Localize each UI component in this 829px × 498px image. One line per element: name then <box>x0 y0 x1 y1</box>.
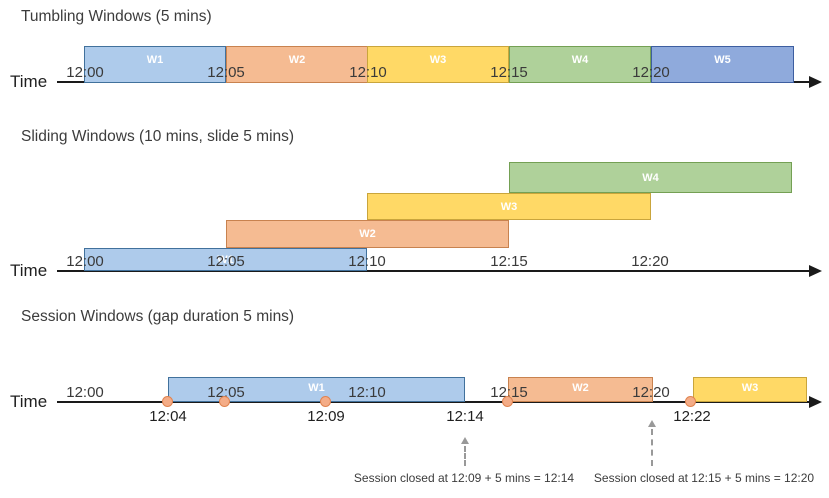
event-dot-1204 <box>162 396 173 407</box>
tumbling-tick-1215: 12:15 <box>490 64 528 81</box>
sliding-tick-1210: 12:10 <box>348 253 386 270</box>
sliding-tick-1200: 12:00 <box>66 253 104 270</box>
session-close-note-1: Session closed at 12:09 + 5 mins = 12:14 <box>353 471 575 485</box>
tumbling-w1-label: W1 <box>146 54 164 66</box>
tumbling-tick-1200: 12:00 <box>66 64 104 81</box>
session-tick-1215: 12:15 <box>490 384 528 401</box>
session-close-note-2: Session closed at 12:15 + 5 mins = 12:20 <box>593 471 815 485</box>
event-dot-1215 <box>502 396 513 407</box>
session-window-w1: W1 <box>168 377 465 402</box>
event-label-1204: 12:04 <box>149 408 187 425</box>
sliding-window-w3: W3 <box>367 193 651 220</box>
event-label-1214: 12:14 <box>446 408 484 425</box>
tumbling-window-w2: W2 <box>226 46 368 83</box>
event-label-1209: 12:09 <box>307 408 345 425</box>
session-tick-1200: 12:00 <box>66 384 104 401</box>
tumbling-tick-1220: 12:20 <box>632 64 670 81</box>
sliding-window-w1: W1 <box>84 248 367 271</box>
tumbling-title: Tumbling Windows (5 mins) <box>21 8 212 25</box>
session-w1-label: W1 <box>308 382 325 394</box>
sliding-tick-1205: 12:05 <box>207 253 245 270</box>
sliding-w4-label: W4 <box>642 171 659 184</box>
session-title: Session Windows (gap duration 5 mins) <box>21 308 295 325</box>
event-dot-1209 <box>320 396 331 407</box>
tumbling-window-w4: W4 <box>509 46 651 83</box>
sliding-w3-label: W3 <box>500 200 518 213</box>
session-close-arrow-1-head-icon <box>461 437 469 444</box>
sliding-axis-arrowhead <box>809 265 822 277</box>
session-close-arrow-1 <box>464 446 466 466</box>
tumbling-time-label: Time <box>10 72 48 91</box>
tumbling-window-w1: W1 <box>84 46 226 83</box>
sliding-w1-label: W1 <box>217 253 234 266</box>
sliding-w2-label: W2 <box>359 228 376 240</box>
event-label-1222: 12:22 <box>673 408 711 425</box>
sliding-axis-line <box>57 270 812 272</box>
tumbling-w3-label: W3 <box>429 54 447 66</box>
sliding-time-label: Time <box>10 261 48 280</box>
sliding-window-w2: W2 <box>226 220 509 248</box>
session-w3-label: W3 <box>741 382 759 394</box>
session-axis-arrowhead <box>809 396 822 408</box>
session-axis-line <box>57 401 812 403</box>
tumbling-axis-arrowhead <box>809 76 822 88</box>
sliding-tick-1215: 12:15 <box>490 253 528 270</box>
tumbling-window-w3: W3 <box>367 46 509 83</box>
event-dot-1222 <box>685 396 696 407</box>
tumbling-w4-label: W4 <box>571 54 589 66</box>
tumbling-w2-label: W2 <box>288 54 306 66</box>
tumbling-window-w5: W5 <box>651 46 794 83</box>
tumbling-tick-1205: 12:05 <box>207 64 245 81</box>
session-w2-label: W2 <box>572 382 589 394</box>
sliding-title: Sliding Windows (10 mins, slide 5 mins) <box>21 128 295 145</box>
tumbling-w5-label: W5 <box>714 54 731 66</box>
session-close-arrow-2-head-icon <box>648 420 656 427</box>
session-window-w2: W2 <box>508 377 653 402</box>
event-dot-2 <box>219 396 230 407</box>
session-tick-1210: 12:10 <box>348 384 386 401</box>
session-close-arrow-2 <box>651 429 653 466</box>
session-tick-1220: 12:20 <box>632 384 670 401</box>
sliding-tick-1220: 12:20 <box>631 253 669 270</box>
session-time-label: Time <box>10 392 48 411</box>
tumbling-tick-1210: 12:10 <box>349 64 387 81</box>
sliding-window-w4: W4 <box>509 162 792 193</box>
session-window-w3: W3 <box>693 377 807 402</box>
session-tick-1205: 12:05 <box>207 384 245 401</box>
